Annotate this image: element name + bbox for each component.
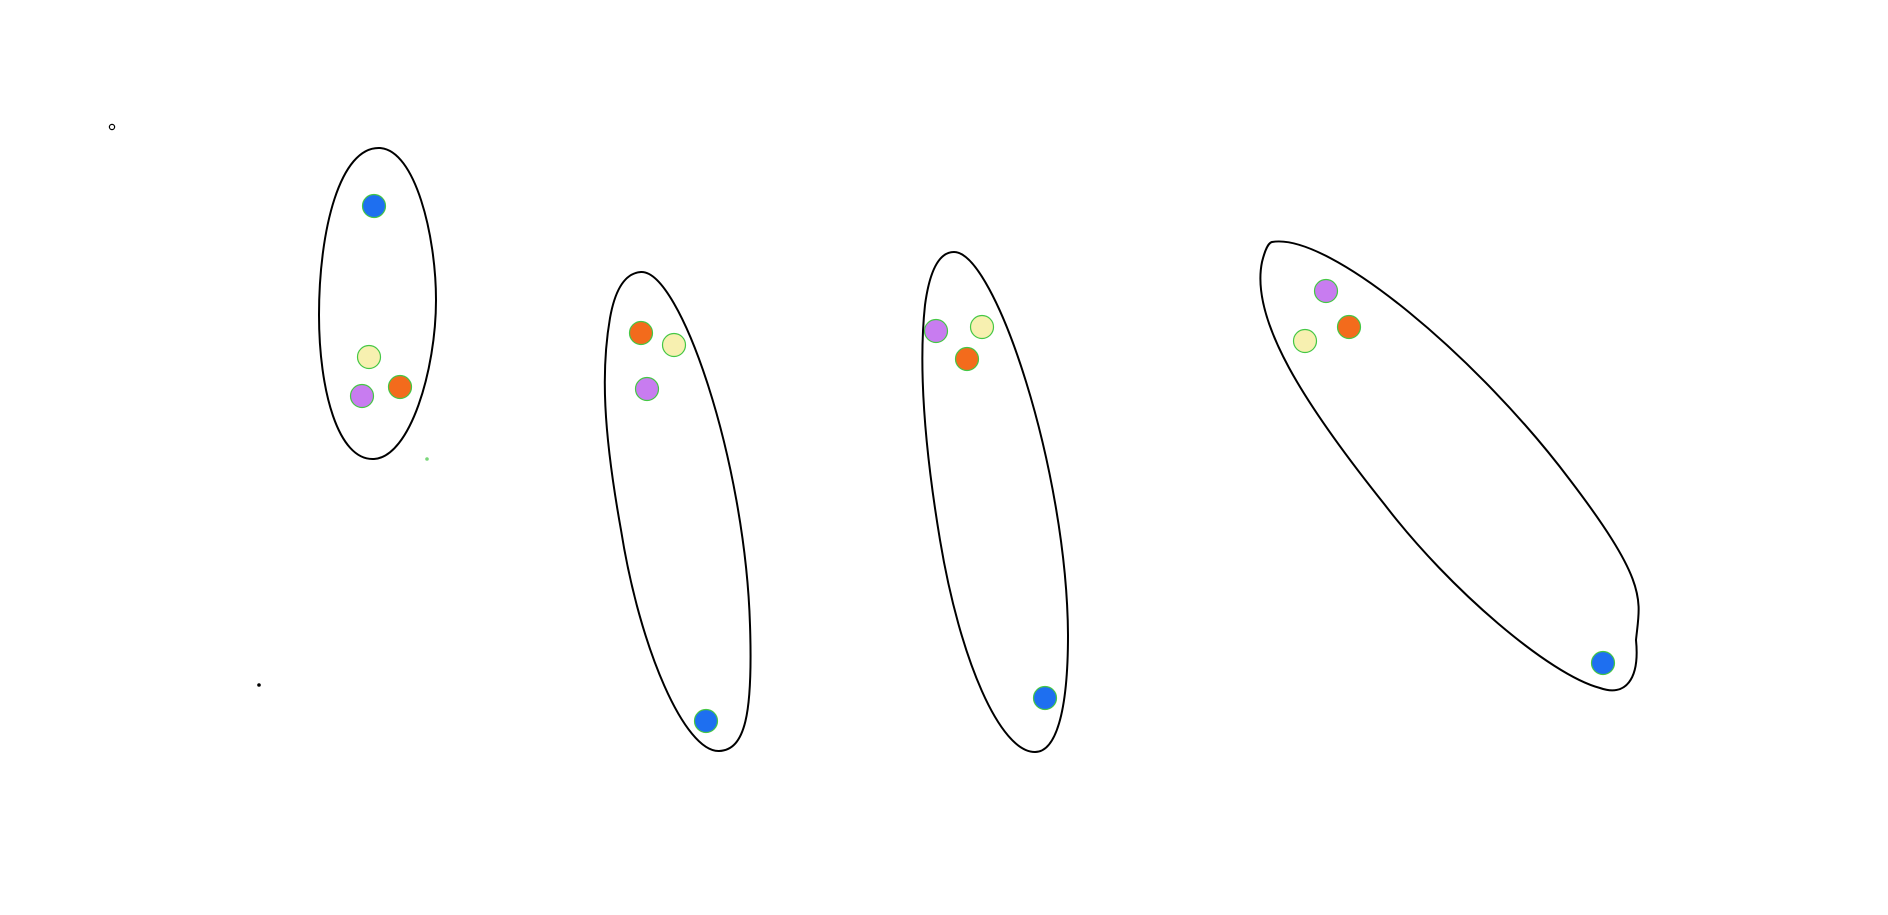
group-2-dot-blue (693, 708, 719, 734)
small-dot-mark (257, 683, 261, 687)
small-green-mark (425, 457, 429, 461)
group-1-ellipse (317, 146, 438, 461)
group-4-ellipse (1259, 240, 1640, 692)
group-4-dot-orange (1336, 314, 1362, 340)
group-4-dot-yellow (1292, 328, 1318, 354)
group-1-dot-blue (361, 193, 387, 219)
group-1-dot-yellow (356, 344, 382, 370)
group-1-dot-purple (349, 383, 375, 409)
group-3-dot-yellow (969, 314, 995, 340)
group-2-dot-orange (628, 320, 654, 346)
group-3-dot-orange (954, 346, 980, 372)
small-ring-mark (108, 123, 116, 131)
group-4-dot-purple (1313, 278, 1339, 304)
group-3-ellipse (921, 250, 1070, 754)
group-3-dot-blue (1032, 685, 1058, 711)
group-2-ellipse (603, 270, 752, 753)
group-2-dot-purple (634, 376, 660, 402)
group-3 (921, 250, 1070, 754)
group-1 (317, 146, 438, 461)
group-2 (603, 270, 752, 753)
group-4-dot-blue (1590, 650, 1616, 676)
group-4 (1259, 240, 1640, 692)
group-1-dot-orange (387, 374, 413, 400)
group-2-dot-yellow (661, 332, 687, 358)
group-3-dot-purple (923, 318, 949, 344)
